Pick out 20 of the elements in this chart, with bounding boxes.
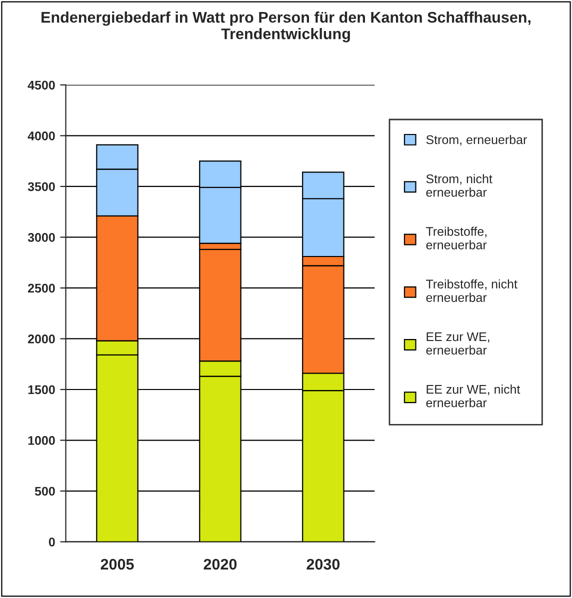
legend-label: Treibstoffe, nicht erneuerbar — [426, 279, 518, 302]
chart-title: Endenergiebedarf in Watt pro Person für den Kanton Schaffhausen, Trendentwicklung — [42, 11, 530, 42]
x-tick-label: 2005 — [100, 558, 134, 570]
y-tick-label: 500 — [34, 486, 55, 496]
legend-label: EE zur WE, erneuerbar — [426, 332, 490, 355]
x-tick-label: 2030 — [306, 558, 340, 570]
y-tick-label: 3500 — [28, 182, 55, 192]
legend-label: EE zur WE, nicht erneuerbar — [426, 384, 520, 408]
legend-label: Strom, nicht erneuerbar — [426, 174, 492, 197]
legend-label: Treibstoffe, erneuerbar — [426, 226, 487, 250]
y-tick-label: 4000 — [28, 131, 55, 140]
y-tick-label: 1000 — [28, 436, 55, 445]
y-tick-label: 3000 — [28, 233, 55, 242]
legend-label: Strom, erneuerbar — [426, 134, 527, 146]
y-tick-label: 4500 — [28, 80, 55, 90]
y-tick-label: 2500 — [28, 284, 55, 293]
x-tick-label: 2020 — [204, 558, 237, 570]
y-tick-label: 1500 — [28, 385, 55, 394]
y-tick-label: 2000 — [28, 334, 55, 344]
y-tick-label: 0 — [48, 538, 55, 546]
